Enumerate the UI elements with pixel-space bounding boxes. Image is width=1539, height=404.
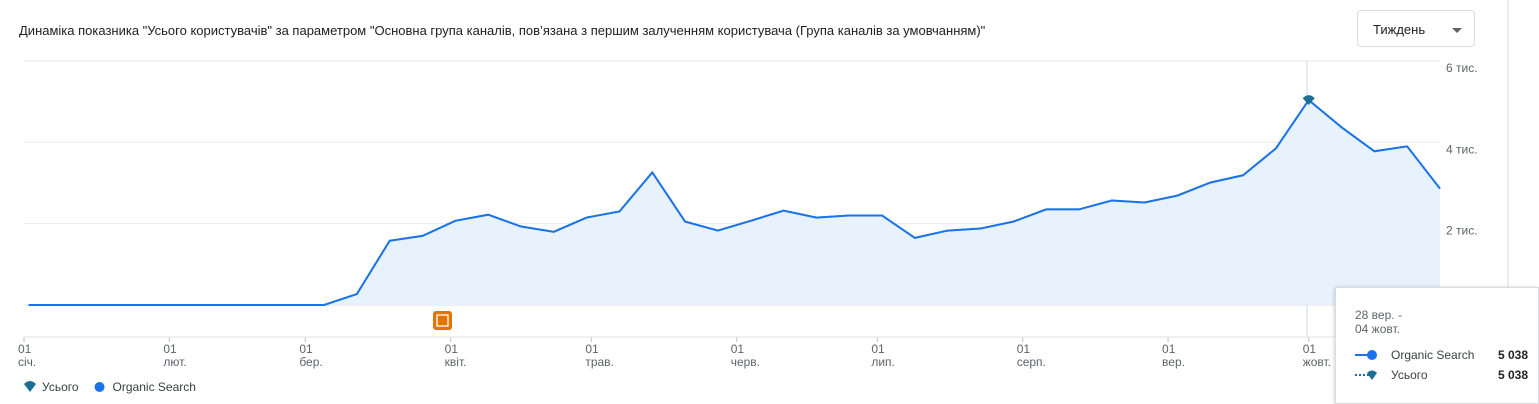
swatch-marker: [1367, 350, 1377, 360]
legend: Усього Organic Search: [24, 380, 196, 394]
y-tick-label: 4 тис.: [1446, 142, 1478, 156]
tooltip-value: 5 038: [1497, 368, 1528, 382]
x-tick-label: 01 бер.: [299, 342, 323, 369]
tooltip-date-line: 28 вер. -: [1355, 308, 1402, 322]
tooltip-date: 28 вер. - 04 жовт.: [1355, 308, 1402, 336]
legend-label: Organic Search: [113, 380, 196, 394]
y-tick-label: 6 тис.: [1446, 61, 1478, 75]
tooltip-swatch: [1355, 370, 1377, 380]
tooltip-swatch: [1355, 350, 1377, 360]
tooltip: 28 вер. - 04 жовт. Organic Search 5 038 Ус…: [1335, 287, 1539, 404]
x-tick-label: 01 серп.: [1016, 342, 1046, 369]
period-dropdown[interactable]: Тиждень: [1357, 10, 1475, 47]
tooltip-name: Усього: [1391, 368, 1428, 382]
x-tick-label: 01 черв.: [730, 342, 760, 369]
legend-marker: [24, 381, 36, 392]
tooltip-value: 5 038: [1497, 348, 1528, 362]
x-tick-label: 01 трав.: [585, 342, 614, 369]
line: [28, 98, 1441, 306]
tooltip-name: Organic Search: [1391, 348, 1475, 362]
swatch-marker: [1367, 370, 1377, 380]
annotation-icon-glyph: [436, 314, 449, 327]
x-tick-label: 01 лип.: [871, 342, 895, 369]
y-tick-label: 2 тис.: [1446, 224, 1478, 238]
x-tick-label: 01 квіт.: [444, 342, 467, 369]
tooltip-row: Усього 5 038: [1336, 368, 1539, 384]
legend-marker: [94, 382, 105, 392]
annotation-icon[interactable]: [433, 311, 452, 330]
x-tick-label: 01 вер.: [1162, 342, 1185, 369]
x-tick-label: 01 лют.: [163, 342, 187, 369]
legend-label: Усього: [42, 380, 79, 394]
peak-marker: [1302, 95, 1315, 106]
dropdown-label: Тиждень: [1373, 22, 1426, 37]
x-tick-label: 01 жовт.: [1302, 342, 1332, 369]
area: [28, 100, 1441, 305]
chart-title: Динаміка показника "Усього користувачів"…: [19, 23, 986, 38]
tooltip-row: Organic Search 5 038: [1336, 348, 1539, 364]
x-tick-label: 01 січ.: [18, 342, 37, 369]
tooltip-date-line: 04 жовт.: [1355, 322, 1400, 336]
dropdown-caret: [1452, 28, 1462, 33]
